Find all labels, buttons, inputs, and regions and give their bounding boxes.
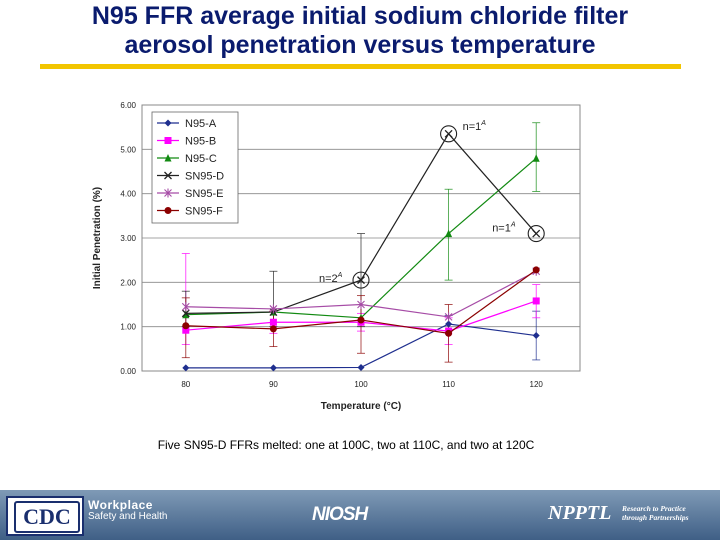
marker-x xyxy=(164,171,172,180)
data-point-star xyxy=(269,304,278,314)
marker-x xyxy=(357,276,365,285)
marker-square xyxy=(532,297,540,305)
data-point-diamond xyxy=(357,363,365,371)
data-point-circle xyxy=(532,266,540,274)
data-point-x xyxy=(164,171,172,180)
data-point-x xyxy=(532,229,541,238)
workplace-line-1: Workplace xyxy=(88,498,153,512)
data-point-square xyxy=(269,318,277,326)
data-point-x xyxy=(357,276,365,285)
title-underline xyxy=(40,64,681,69)
data-point-circle xyxy=(445,329,453,337)
data-point-triangle xyxy=(182,310,190,319)
data-point-x xyxy=(444,129,453,138)
legend-label: SN95-F xyxy=(185,206,223,218)
data-point-triangle xyxy=(445,229,453,238)
legend-label: N95-C xyxy=(185,153,217,165)
y-tick-label: 3.00 xyxy=(120,234,136,243)
x-tick-label: 110 xyxy=(442,380,455,389)
marker-diamond xyxy=(445,320,453,328)
penetration-chart: 0.00 1.00 2.00 3.00 4.00 5.00 6.00 80 90 100 110 12… xyxy=(92,101,581,412)
marker-diamond xyxy=(357,363,365,371)
cdc-logo-text: CDC xyxy=(14,501,80,533)
data-point-diamond xyxy=(182,364,190,372)
legend-label: N95-B xyxy=(185,136,216,148)
data-point-circle xyxy=(357,316,365,324)
legend-label: SN95-D xyxy=(185,171,224,183)
x-tick-label: 120 xyxy=(530,380,544,389)
marker-triangle xyxy=(445,229,453,238)
y-tick-label: 2.00 xyxy=(120,278,136,287)
legend-label: N95-A xyxy=(185,118,217,130)
slide-title: N95 FFR average initial sodium chloride … xyxy=(0,2,720,60)
x-axis-label: Temperature (°C) xyxy=(321,401,402,412)
data-point-star xyxy=(181,302,190,312)
legend-label: SN95-E xyxy=(185,188,224,200)
data-point-diamond xyxy=(269,364,277,372)
marker-circle xyxy=(445,329,453,337)
y-axis-label: Initial Penetration (%) xyxy=(92,187,103,289)
marker-circle xyxy=(357,316,365,324)
data-point-square xyxy=(532,297,540,305)
data-point-star xyxy=(444,312,453,322)
marker-diamond xyxy=(269,364,277,372)
marker-circle xyxy=(532,266,540,274)
data-point-x xyxy=(181,309,190,318)
marker-diamond xyxy=(182,364,190,372)
x-tick-label: 90 xyxy=(269,380,278,389)
npptl-logo[interactable]: NPPTL xyxy=(548,502,612,524)
marker-circle xyxy=(269,325,277,333)
chart-caption: Five SN95-D FFRs melted: one at 100C, tw… xyxy=(157,438,535,452)
marker-triangle xyxy=(532,154,540,162)
annotation-label: n=2A xyxy=(319,272,343,285)
marker-square xyxy=(269,318,277,326)
footer-band: CDC Workplace Safety and Health NIOSH NP… xyxy=(0,490,720,540)
annotation-circle xyxy=(440,125,458,143)
annotation-label: n=1A xyxy=(492,222,516,235)
marker-diamond xyxy=(532,332,540,340)
data-point-triangle xyxy=(532,154,540,162)
marker-square xyxy=(182,326,190,334)
niosh-logo[interactable]: NIOSH xyxy=(312,504,368,525)
marker-circle xyxy=(164,207,172,214)
annotation-circle xyxy=(352,271,370,289)
data-point-circle xyxy=(164,207,172,214)
data-point-circle xyxy=(182,322,190,330)
data-point-triangle xyxy=(164,154,172,162)
annotation-circle xyxy=(527,225,545,243)
marker-x xyxy=(444,129,453,138)
y-tick-label: 1.00 xyxy=(120,323,136,332)
data-point-circle xyxy=(269,325,277,333)
y-tick-label: 0.00 xyxy=(120,367,136,376)
data-point-square xyxy=(182,326,190,334)
marker-triangle xyxy=(164,154,172,162)
y-tick-label: 5.00 xyxy=(120,145,136,154)
data-point-star xyxy=(164,188,172,198)
data-point-diamond xyxy=(532,332,540,340)
npptl-tagline-2: through Partnerships xyxy=(622,513,689,522)
marker-x xyxy=(532,229,541,238)
marker-square xyxy=(164,137,172,144)
x-tick-label: 100 xyxy=(354,380,368,389)
data-point-diamond xyxy=(164,119,172,127)
data-point-diamond xyxy=(445,320,453,328)
workplace-line-2: Safety and Health xyxy=(88,511,168,522)
annotation-label: n=1A xyxy=(463,120,487,133)
npptl-tagline: Research to Practice through Partnership… xyxy=(622,504,689,522)
y-tick-label: 6.00 xyxy=(120,101,136,110)
marker-circle xyxy=(182,322,190,330)
title-line-2: aerosol penetration versus temperature xyxy=(124,31,596,59)
marker-triangle xyxy=(182,310,190,319)
marker-x xyxy=(181,309,190,318)
legend-box xyxy=(151,111,239,224)
data-point-star xyxy=(357,300,365,309)
data-point-square xyxy=(164,137,172,144)
y-tick-label: 4.00 xyxy=(120,190,136,199)
npptl-tagline-1: Research to Practice xyxy=(622,504,686,513)
x-tick-label: 80 xyxy=(181,380,190,389)
workplace-safety-label: Workplace Safety and Health xyxy=(88,498,168,522)
title-line-1: N95 FFR average initial sodium chloride … xyxy=(91,2,629,30)
marker-diamond xyxy=(164,119,172,127)
cdc-logo[interactable]: CDC xyxy=(6,496,84,536)
